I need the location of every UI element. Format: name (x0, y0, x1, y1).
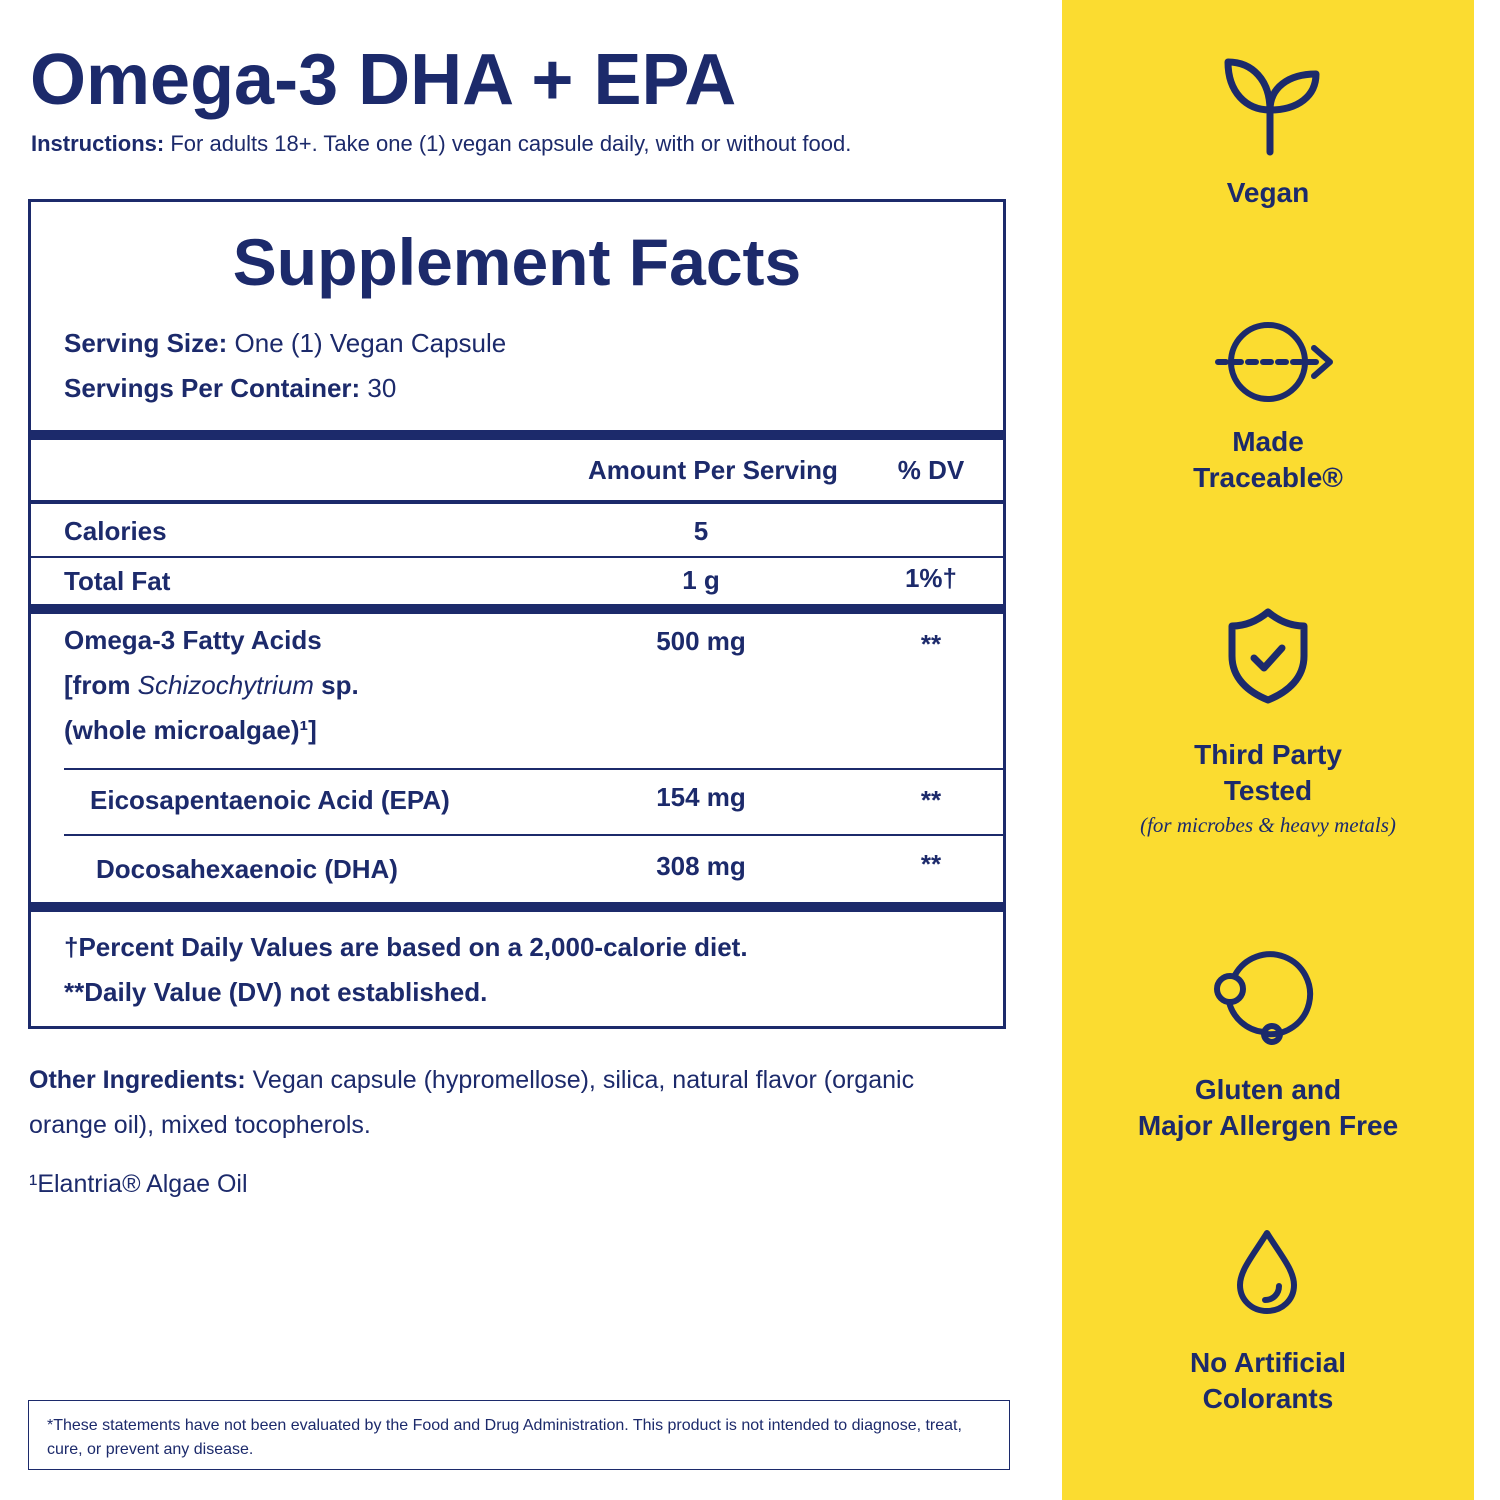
other-ingredients-label: Other Ingredients: (29, 1066, 246, 1094)
trace-arrow-icon (1215, 322, 1333, 402)
features-panel: Vegan Made Traceable® Third Party Tested… (1062, 0, 1474, 1500)
servings-label: Servings Per Container: (64, 373, 361, 403)
badge-colorants-line1: No Artificial (1189, 1347, 1347, 1378)
divider-thick (31, 604, 1003, 614)
sprout-icon (1224, 58, 1320, 156)
row-total-fat-amount: 1 g (682, 565, 720, 595)
badge-tested-line1: Third Party (1194, 739, 1342, 770)
badge-tested-sub: (for microbes & heavy metals) (1140, 813, 1396, 837)
row-dha-dv: ** (920, 849, 942, 879)
row-omega3-name-line1: Omega-3 Fatty Acids (64, 625, 322, 655)
badge-vegan-label: Vegan (1226, 177, 1310, 208)
row-omega3-name-line3: (whole microalgae)¹] (64, 715, 317, 745)
badge-allergen-line1: Gluten and (1194, 1074, 1342, 1105)
row-dha-name: Docosahexaenoic (DHA) (96, 854, 398, 884)
molecule-icon (1214, 951, 1314, 1045)
col-amount-header: Amount Per Serving (588, 455, 838, 485)
row-calories-name: Calories (64, 516, 167, 546)
serving-size-label: Serving Size: (64, 328, 228, 358)
row-epa-amount: 154 mg (656, 782, 746, 812)
other-ingredients-text: Vegan capsule (hypromellose), silica, na… (29, 1066, 915, 1139)
footnote-percent-dv: †Percent Daily Values are based on a 2,0… (64, 932, 748, 962)
divider-thick (31, 902, 1003, 912)
omega3-source-post: sp. (313, 670, 359, 700)
divider-thin (64, 834, 1003, 836)
row-total-fat-dv: 1%† (904, 563, 958, 593)
droplet-icon (1237, 1230, 1297, 1314)
shield-check-icon (1228, 608, 1308, 704)
fda-disclaimer: *These statements have not been evaluate… (28, 1400, 1010, 1470)
badge-allergen-line2: Major Allergen Free (1137, 1110, 1399, 1141)
instructions: Instructions: For adults 18+. Take one (… (31, 130, 851, 158)
row-omega3-amount: 500 mg (656, 626, 746, 656)
row-omega3-dv: ** (920, 629, 942, 659)
badge-tested-line2: Tested (1223, 775, 1313, 806)
instructions-label: Instructions: (31, 131, 165, 156)
omega3-source-species: Schizochytrium (137, 670, 314, 700)
serving-size-value: One (1) Vegan Capsule (227, 328, 507, 358)
col-dv-header: % DV (897, 455, 965, 485)
badge-traceable-line1: Made (1232, 426, 1304, 457)
product-title: Omega-3 DHA + EPA (30, 40, 737, 120)
divider-thin (64, 768, 1003, 770)
supplement-facts-panel: Supplement Facts Serving Size: One (1) V… (28, 199, 1006, 1029)
row-calories-amount: 5 (693, 516, 709, 546)
divider-medium (31, 500, 1003, 504)
row-omega3-name-line2: [from Schizochytrium sp. (64, 669, 359, 701)
other-ingredients: Other Ingredients: Vegan capsule (hyprom… (29, 1058, 989, 1148)
row-epa-name: Eicosapentaenoic Acid (EPA) (90, 785, 450, 815)
row-epa-dv: ** (920, 785, 942, 815)
badge-colorants-line2: Colorants (1202, 1383, 1334, 1414)
instructions-text: For adults 18+. Take one (1) vegan capsu… (164, 131, 852, 156)
omega3-source-pre: [from (64, 670, 138, 700)
divider-thin (31, 556, 1003, 558)
servings-per-container: Servings Per Container: 30 (64, 372, 396, 404)
facts-title: Supplement Facts (232, 225, 802, 299)
badge-traceable-line2: Traceable® (1193, 462, 1343, 493)
row-dha-amount: 308 mg (656, 851, 746, 881)
elantria-footnote: ¹Elantria® Algae Oil (29, 1170, 248, 1198)
serving-size: Serving Size: One (1) Vegan Capsule (64, 327, 506, 359)
servings-value: 30 (360, 373, 397, 403)
footnote-dv-not-established: **Daily Value (DV) not established. (64, 977, 488, 1007)
divider-thick (31, 430, 1003, 440)
row-total-fat-name: Total Fat (64, 566, 171, 596)
